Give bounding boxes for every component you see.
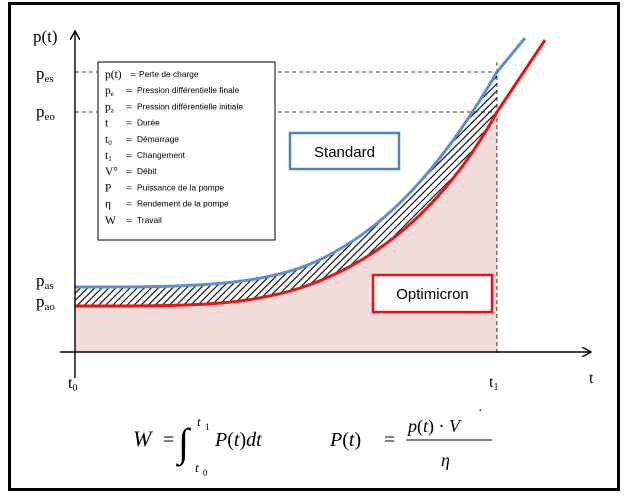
y-axis-label: p(t) bbox=[33, 27, 58, 46]
legend-equals: = bbox=[126, 166, 132, 178]
work-formula: W = ∫ t 1 t 0 P(t)dt bbox=[133, 414, 262, 478]
svg-text:=: = bbox=[384, 429, 395, 451]
svg-text:·: · bbox=[478, 404, 483, 419]
legend-item: W = Travail bbox=[105, 215, 162, 227]
legend-symbol: t0 bbox=[105, 134, 112, 147]
optimicron-label-box: Optimicron bbox=[371, 273, 494, 314]
svg-text:0: 0 bbox=[203, 468, 208, 478]
standard-curve bbox=[75, 37, 527, 289]
svg-text:=: = bbox=[163, 429, 174, 451]
svg-text:∫: ∫ bbox=[175, 420, 192, 467]
ytick-pao: pao bbox=[36, 292, 55, 313]
svg-text:t: t bbox=[197, 414, 201, 429]
legend-symbol: V° bbox=[105, 166, 118, 178]
legend-item: V° = Débit bbox=[105, 166, 157, 178]
legend-item: pa = Pression différentielle initiale bbox=[105, 101, 243, 114]
legend-equals: = bbox=[126, 134, 132, 146]
ytick-pes: pes bbox=[36, 64, 54, 85]
legend-description: Puissance de la pompe bbox=[137, 182, 224, 192]
legend-equals: = bbox=[130, 69, 136, 81]
svg-text:P(t): P(t) bbox=[329, 429, 361, 451]
legend-symbol: W bbox=[105, 215, 116, 227]
svg-text:1: 1 bbox=[205, 422, 210, 432]
legend-item: P = Puissance de la pompe bbox=[105, 182, 224, 194]
legend-item: t = Durée bbox=[105, 118, 160, 130]
legend-description: Pression différentielle finale bbox=[137, 85, 240, 95]
legend-symbol: t bbox=[105, 118, 109, 130]
legend-description: Durée bbox=[137, 118, 160, 128]
xtick-t0: t0 bbox=[68, 375, 77, 394]
legend-equals: = bbox=[126, 150, 132, 162]
svg-text:W: W bbox=[133, 426, 153, 451]
x-axis-label: t bbox=[589, 370, 594, 387]
ytick-pas: pas bbox=[36, 271, 54, 292]
legend-symbol: P bbox=[105, 182, 111, 194]
legend-item: t0 = Démarrage bbox=[105, 134, 179, 147]
svg-text:η: η bbox=[441, 450, 450, 470]
optimicron-curve bbox=[75, 39, 547, 308]
svg-text:t: t bbox=[195, 460, 199, 475]
legend-equals: = bbox=[126, 85, 132, 97]
ytick-peo: peo bbox=[36, 102, 55, 123]
legend-description: Démarrage bbox=[137, 134, 179, 144]
legend-description: Pression différentielle initiale bbox=[137, 101, 243, 111]
svg-text:P(t)dt: P(t)dt bbox=[214, 429, 262, 451]
legend-symbol: pe bbox=[105, 85, 114, 98]
legend-symbol: t1 bbox=[105, 150, 112, 163]
legend-equals: = bbox=[126, 118, 132, 130]
legend-symbol: p(t) bbox=[105, 69, 122, 81]
svg-text:p(t) · V: p(t) · V bbox=[406, 416, 462, 437]
optimicron-label: Optimicron bbox=[396, 286, 469, 303]
legend-description: Travail bbox=[137, 215, 162, 225]
legend-item: p(t) = Perte de charge bbox=[105, 69, 199, 81]
legend-equals: = bbox=[126, 182, 132, 194]
xtick-t1: t1 bbox=[489, 374, 498, 393]
legend-symbol: pa bbox=[105, 101, 115, 114]
legend-equals: = bbox=[126, 199, 132, 211]
legend-equals: = bbox=[126, 215, 132, 227]
power-formula: P(t) = p(t) · V · η bbox=[329, 404, 492, 470]
legend-item: t1 = Changement bbox=[105, 150, 186, 163]
legend-description: Débit bbox=[137, 166, 157, 176]
legend-item: pe = Pression différentielle finale bbox=[105, 85, 240, 98]
legend-description: Perte de charge bbox=[139, 69, 199, 79]
legend-equals: = bbox=[126, 101, 132, 113]
standard-label: Standard bbox=[314, 144, 375, 161]
standard-label-box: Standard bbox=[288, 131, 401, 171]
legend-symbol: η bbox=[105, 199, 111, 211]
legend-description: Changement bbox=[137, 150, 186, 160]
legend-item: η = Rendement de la pompe bbox=[105, 199, 229, 211]
legend-description: Rendement de la pompe bbox=[137, 199, 229, 209]
